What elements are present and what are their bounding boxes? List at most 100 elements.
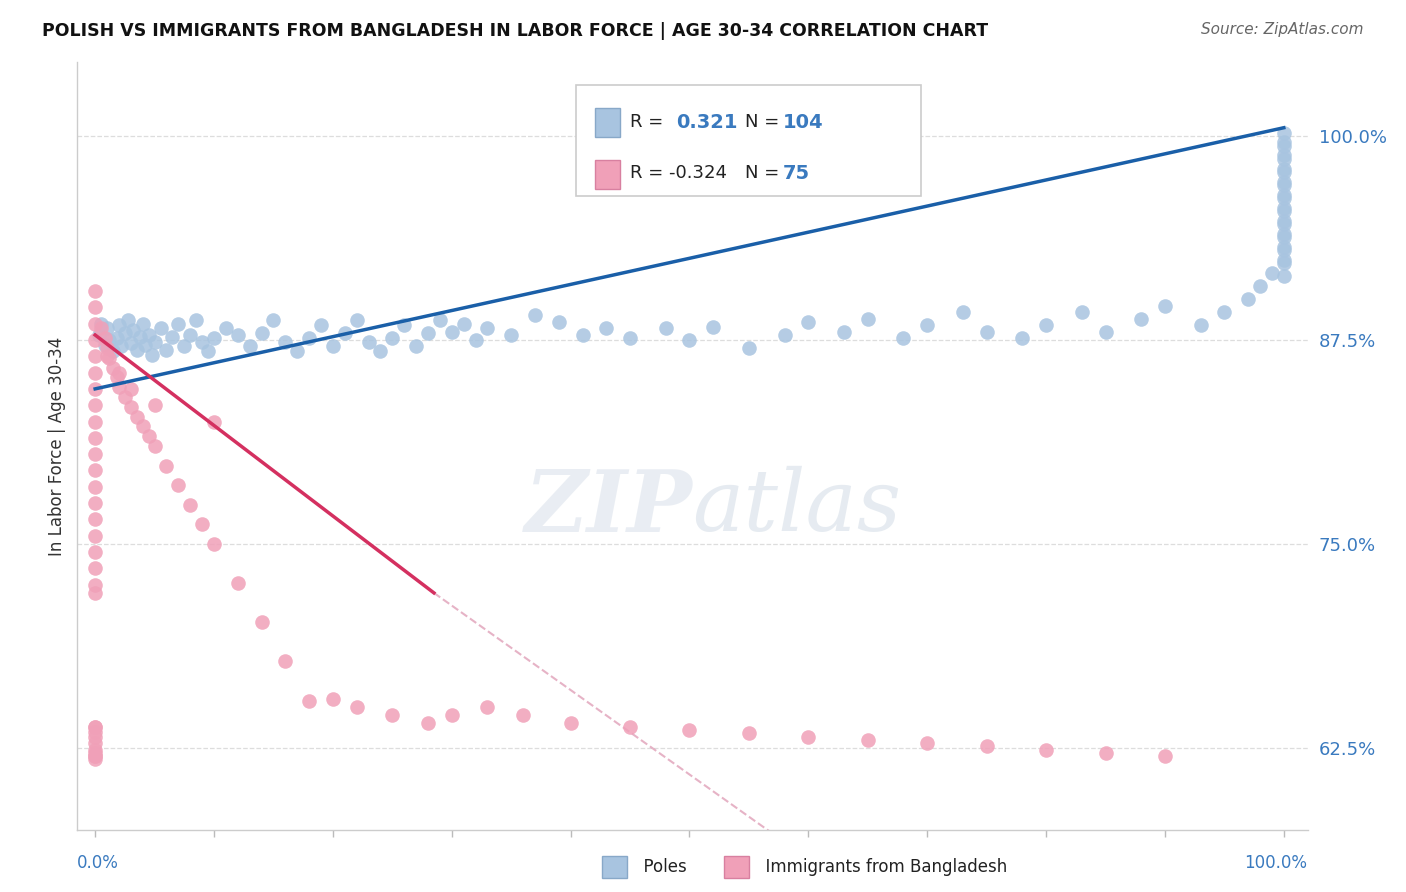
Point bbox=[84, 512, 107, 526]
Point bbox=[167, 317, 190, 331]
Point bbox=[84, 447, 107, 461]
Point bbox=[98, 351, 121, 365]
Point bbox=[84, 724, 107, 739]
Text: 0.0%: 0.0% bbox=[77, 854, 120, 872]
Point bbox=[322, 692, 344, 706]
Point bbox=[173, 339, 195, 353]
Point bbox=[84, 730, 107, 744]
Point bbox=[1272, 175, 1295, 189]
Point bbox=[1272, 187, 1295, 202]
Point bbox=[392, 318, 415, 333]
Point bbox=[84, 752, 107, 766]
Point bbox=[84, 578, 107, 592]
Point bbox=[138, 328, 160, 343]
Point bbox=[84, 586, 107, 600]
Point bbox=[155, 343, 177, 357]
Point bbox=[114, 326, 136, 341]
Point bbox=[1154, 299, 1177, 313]
Text: POLISH VS IMMIGRANTS FROM BANGLADESH IN LABOR FORCE | AGE 30-34 CORRELATION CHAR: POLISH VS IMMIGRANTS FROM BANGLADESH IN … bbox=[42, 22, 988, 40]
Point bbox=[131, 419, 153, 434]
Point bbox=[134, 338, 156, 352]
Point bbox=[84, 545, 107, 559]
Point bbox=[464, 333, 486, 347]
Point bbox=[416, 326, 439, 341]
Point bbox=[141, 348, 163, 362]
Point bbox=[84, 720, 107, 734]
Point bbox=[120, 336, 142, 351]
Point bbox=[1261, 266, 1284, 280]
Point bbox=[440, 325, 463, 339]
Text: R = -0.324: R = -0.324 bbox=[630, 164, 727, 182]
Text: atlas: atlas bbox=[693, 466, 901, 549]
Point bbox=[191, 517, 214, 532]
Point bbox=[179, 328, 201, 343]
Point bbox=[595, 321, 617, 335]
Point bbox=[1130, 311, 1153, 326]
Point bbox=[1272, 201, 1295, 215]
Point bbox=[1272, 136, 1295, 150]
Point bbox=[108, 318, 131, 333]
Point bbox=[1272, 227, 1295, 241]
Point bbox=[226, 576, 249, 591]
Point bbox=[96, 349, 118, 363]
Point bbox=[1272, 269, 1295, 284]
Point bbox=[370, 344, 392, 359]
Point bbox=[125, 409, 148, 424]
Point bbox=[1237, 292, 1260, 306]
Point bbox=[856, 732, 879, 747]
Point bbox=[93, 331, 115, 345]
Point bbox=[84, 349, 107, 363]
Text: Source: ZipAtlas.com: Source: ZipAtlas.com bbox=[1201, 22, 1364, 37]
Text: N =: N = bbox=[745, 164, 779, 182]
Point bbox=[381, 331, 404, 345]
Point bbox=[1272, 161, 1295, 176]
Point bbox=[915, 736, 938, 750]
Point bbox=[250, 615, 273, 630]
Point bbox=[560, 716, 582, 731]
Point bbox=[1189, 318, 1212, 333]
Point bbox=[84, 300, 107, 314]
Text: 0.321: 0.321 bbox=[676, 112, 738, 131]
Point bbox=[619, 331, 641, 345]
Point bbox=[108, 366, 131, 380]
Point bbox=[1035, 318, 1057, 333]
Point bbox=[120, 400, 142, 414]
Point bbox=[1272, 178, 1295, 192]
Point bbox=[915, 318, 938, 333]
Point bbox=[129, 329, 152, 343]
Point bbox=[84, 742, 107, 756]
Point bbox=[322, 339, 344, 353]
Point bbox=[702, 319, 724, 334]
Point bbox=[1035, 742, 1057, 756]
Point bbox=[797, 730, 820, 744]
Point bbox=[149, 321, 172, 335]
Point bbox=[1272, 213, 1295, 227]
Point bbox=[110, 339, 132, 353]
Point bbox=[285, 344, 308, 359]
Point bbox=[738, 726, 761, 740]
Point bbox=[96, 321, 118, 335]
Point bbox=[773, 328, 796, 343]
Point bbox=[202, 331, 225, 345]
Point bbox=[84, 284, 107, 298]
Point bbox=[654, 321, 676, 335]
Point bbox=[381, 708, 404, 723]
Point bbox=[84, 749, 107, 764]
Point bbox=[1272, 126, 1295, 140]
Point bbox=[274, 334, 297, 349]
Point bbox=[143, 398, 166, 412]
Text: 100.0%: 100.0% bbox=[1244, 854, 1308, 872]
Point bbox=[1213, 305, 1236, 319]
Point bbox=[84, 431, 107, 445]
Text: ZIP: ZIP bbox=[524, 466, 693, 549]
Point bbox=[105, 331, 128, 345]
Point bbox=[84, 561, 107, 575]
Point bbox=[202, 537, 225, 551]
Point bbox=[357, 334, 380, 349]
Text: Immigrants from Bangladesh: Immigrants from Bangladesh bbox=[755, 858, 1007, 876]
Y-axis label: In Labor Force | Age 30-34: In Labor Force | Age 30-34 bbox=[48, 336, 66, 556]
Point bbox=[1272, 191, 1295, 205]
Point bbox=[84, 415, 107, 429]
Point bbox=[738, 341, 761, 355]
Point bbox=[1070, 305, 1092, 319]
